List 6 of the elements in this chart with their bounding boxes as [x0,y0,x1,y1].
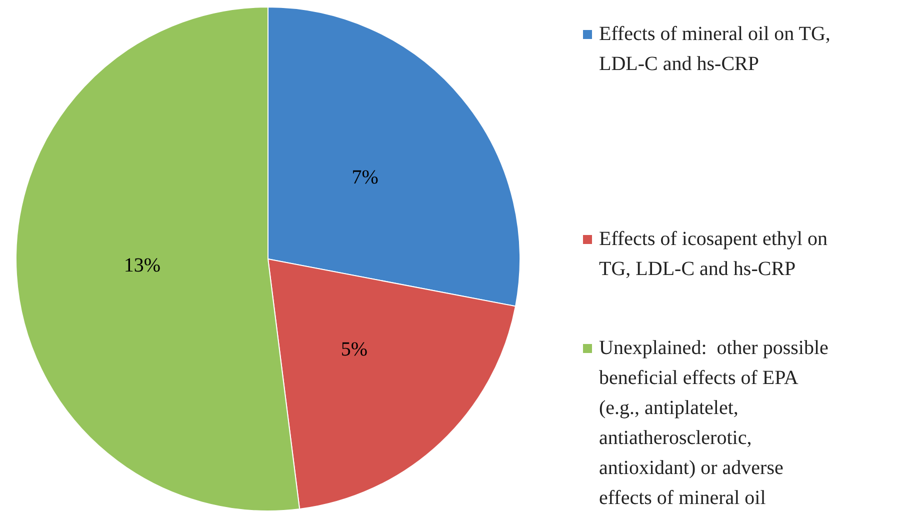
data-label: 7% [352,166,378,188]
legend-label: Effects of icosapent ethyl on TG, LDL-C and hs-CRP [599,228,828,280]
data-label: 13% [124,254,161,277]
data-label: 5% [340,338,368,360]
legend-label: Unexplained: other possible beneficial effects of EPA (e.g., antiplatelet, antiatherosclerotic, antioxidant) or adverse effects of mineral oil [599,337,829,509]
legend-label: Effects of mineral oil on TG, LDL-C and hs-CRP [599,23,830,75]
